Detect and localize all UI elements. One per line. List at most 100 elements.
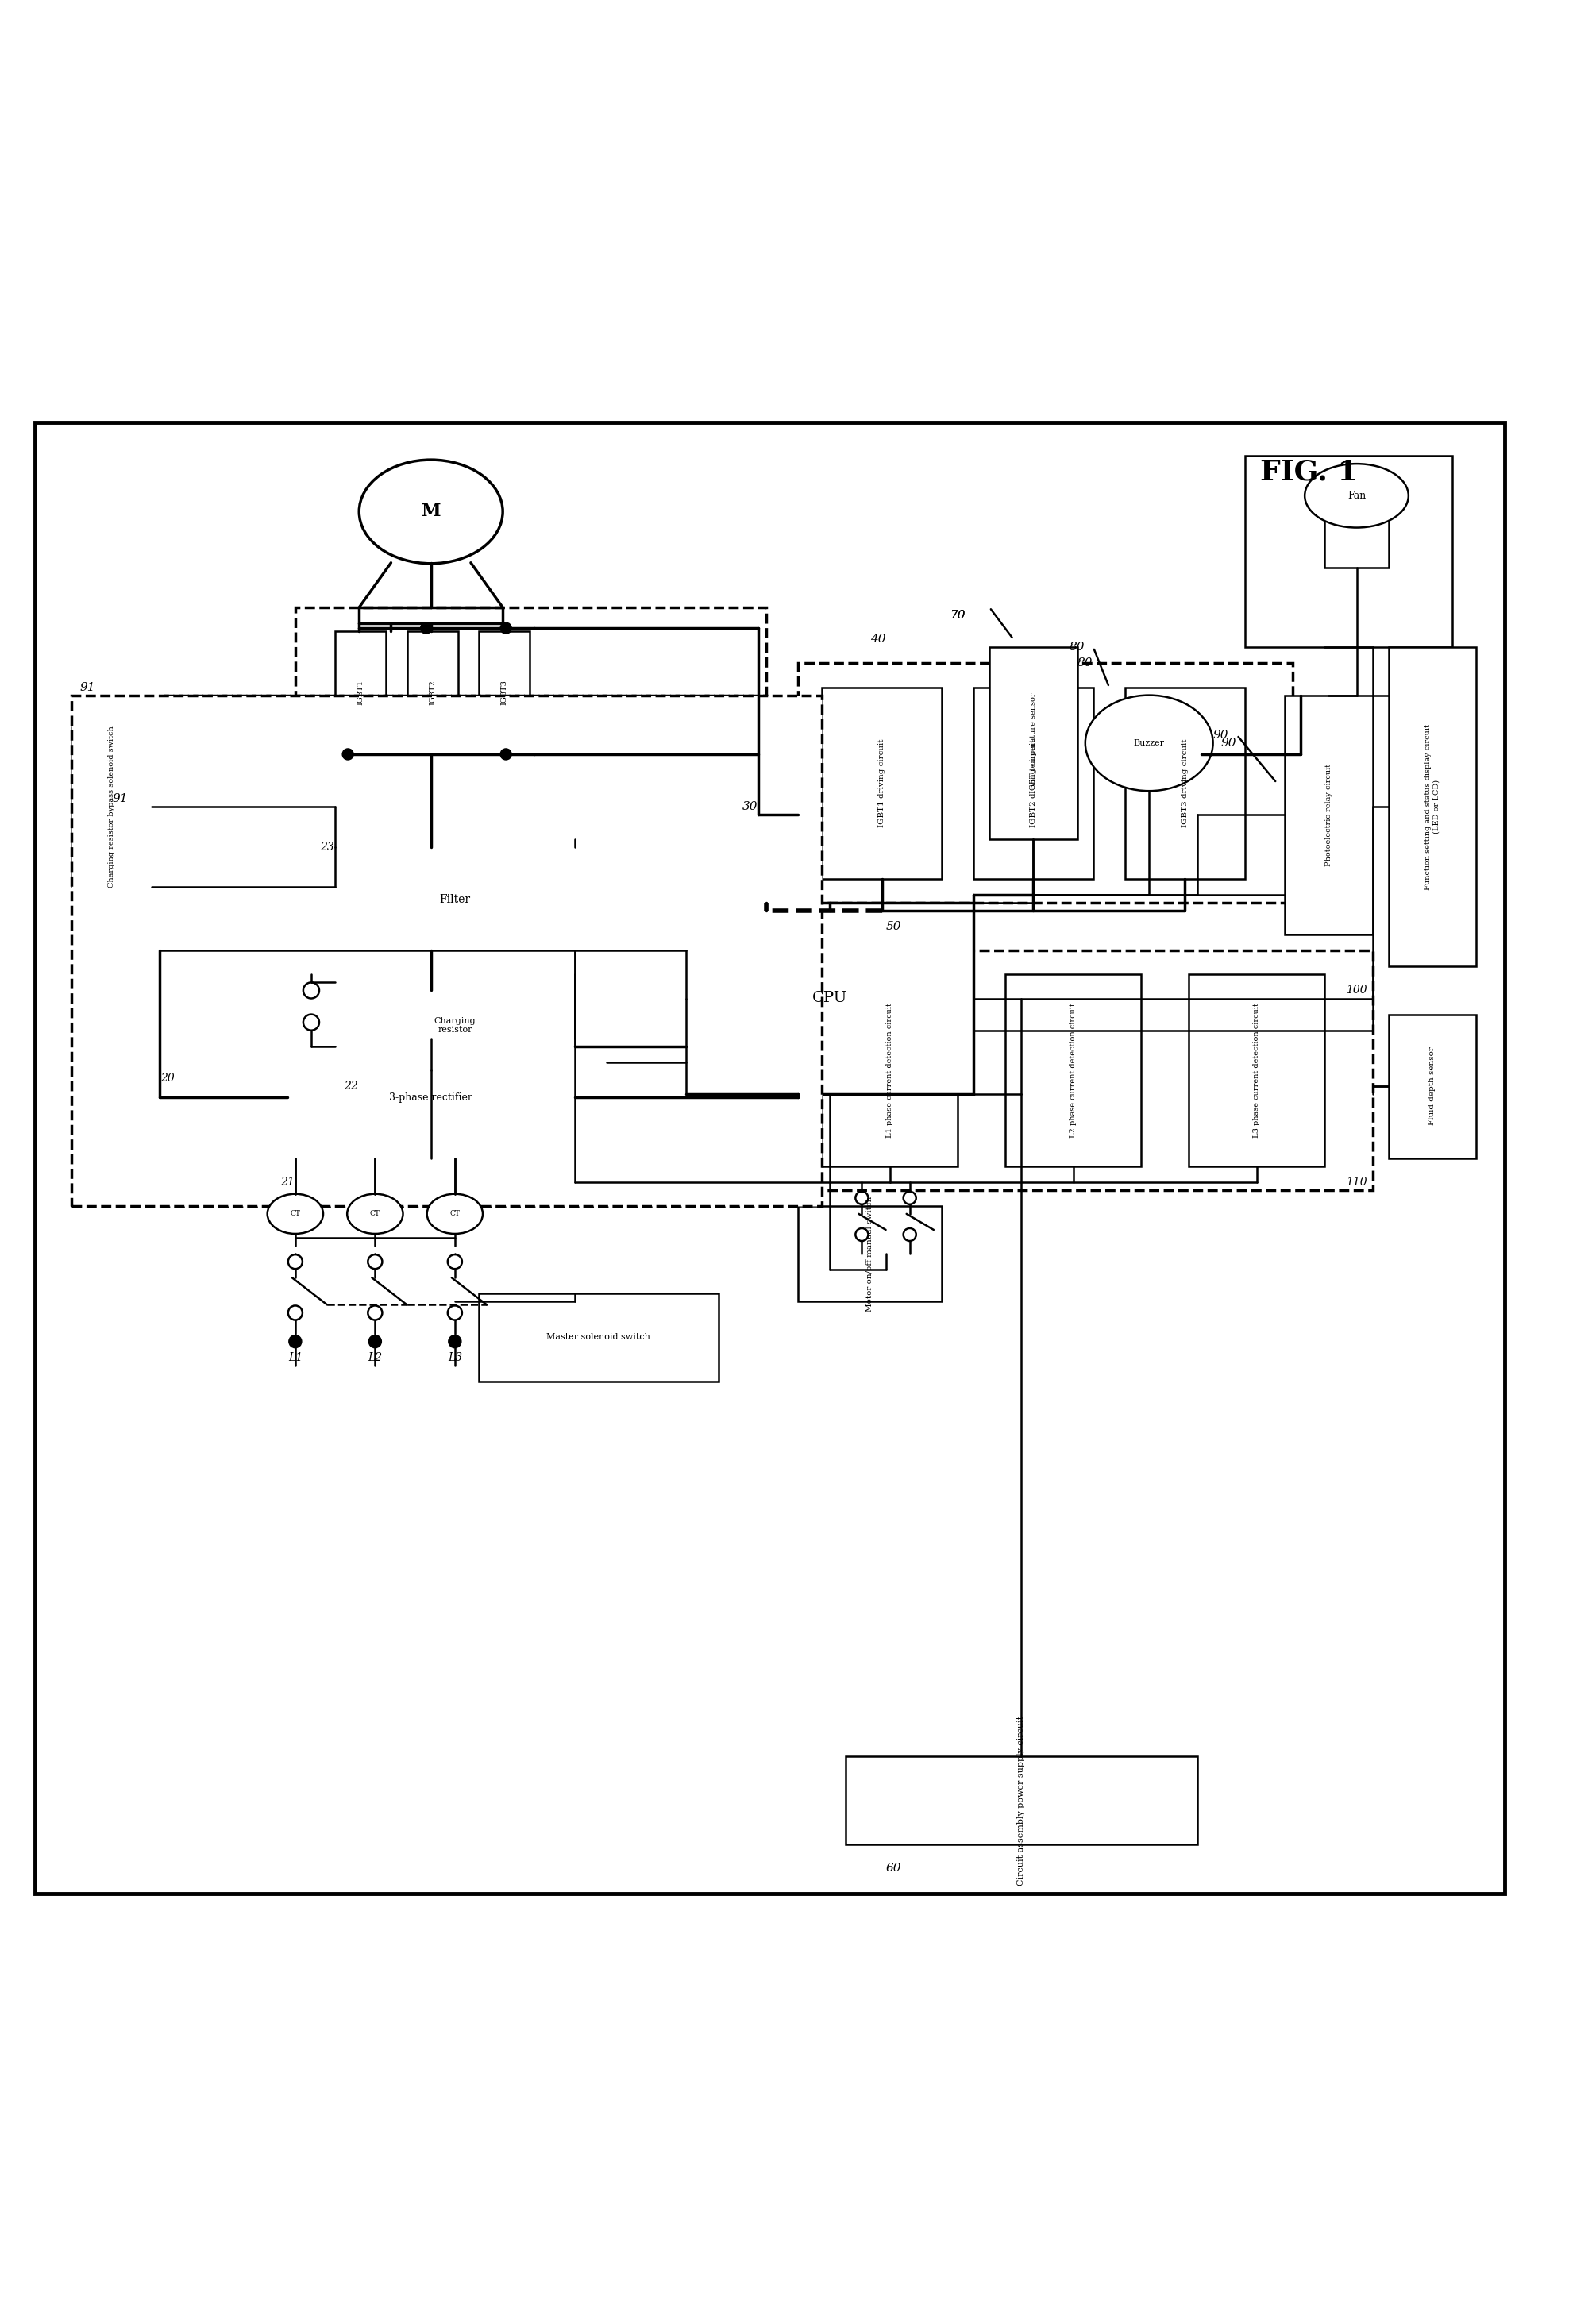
Text: L1: L1 [287, 1353, 303, 1364]
Text: 70: 70 [950, 609, 966, 621]
Text: 91: 91 [112, 794, 128, 804]
Text: Fluid depth sensor: Fluid depth sensor [1428, 1047, 1436, 1126]
Text: 91: 91 [80, 681, 96, 692]
FancyBboxPatch shape [1389, 646, 1476, 966]
Text: Buzzer: Buzzer [1133, 739, 1165, 748]
Circle shape [369, 1334, 381, 1348]
Text: IGBT2 driving circuit: IGBT2 driving circuit [1029, 739, 1037, 827]
FancyBboxPatch shape [846, 1756, 1197, 1844]
Text: Charging
resistor: Charging resistor [434, 1017, 476, 1035]
Text: L3 phase current detection circuit: L3 phase current detection circuit [1253, 1003, 1261, 1137]
Text: IGBT temperature sensor: IGBT temperature sensor [1029, 692, 1037, 794]
Text: IGBT1 driving circuit: IGBT1 driving circuit [878, 739, 886, 827]
FancyBboxPatch shape [686, 903, 974, 1093]
Text: M: M [421, 503, 440, 521]
Text: IGBT3 driving circuit: IGBT3 driving circuit [1181, 739, 1189, 827]
Text: 90: 90 [1221, 736, 1237, 748]
Text: 20: 20 [161, 1072, 174, 1084]
Text: CT: CT [450, 1211, 460, 1218]
Circle shape [501, 748, 511, 760]
FancyBboxPatch shape [1005, 975, 1141, 1165]
FancyBboxPatch shape [974, 688, 1093, 878]
Text: 80: 80 [1069, 642, 1085, 653]
FancyBboxPatch shape [287, 1038, 575, 1158]
FancyBboxPatch shape [479, 632, 530, 750]
Ellipse shape [348, 1195, 402, 1234]
Circle shape [303, 1014, 319, 1031]
Text: CPU: CPU [812, 991, 847, 1005]
Text: CT: CT [370, 1211, 380, 1218]
FancyBboxPatch shape [479, 1295, 718, 1380]
Text: L3: L3 [447, 1353, 463, 1364]
Circle shape [903, 1190, 916, 1204]
FancyBboxPatch shape [798, 950, 1373, 1190]
Circle shape [448, 1334, 461, 1348]
Ellipse shape [428, 1195, 482, 1234]
FancyBboxPatch shape [1325, 512, 1389, 567]
Text: 30: 30 [742, 801, 758, 813]
Circle shape [501, 623, 511, 635]
Text: FIG. 1: FIG. 1 [1259, 459, 1358, 486]
FancyBboxPatch shape [407, 632, 458, 750]
FancyBboxPatch shape [335, 848, 575, 950]
Text: 50: 50 [886, 922, 902, 931]
FancyBboxPatch shape [1285, 695, 1373, 936]
FancyBboxPatch shape [335, 982, 575, 1070]
FancyBboxPatch shape [160, 695, 766, 1207]
Text: L2: L2 [367, 1353, 383, 1364]
Text: 80: 80 [1077, 658, 1093, 669]
FancyBboxPatch shape [822, 975, 958, 1165]
Circle shape [447, 1255, 463, 1269]
Text: 40: 40 [870, 635, 886, 644]
Text: IGBT2: IGBT2 [429, 679, 436, 704]
Ellipse shape [267, 1195, 322, 1234]
Ellipse shape [359, 461, 503, 563]
Text: Fan: Fan [1347, 491, 1366, 500]
FancyBboxPatch shape [1389, 1014, 1476, 1158]
Text: 90: 90 [1213, 730, 1229, 741]
Text: L2 phase current detection circuit: L2 phase current detection circuit [1069, 1003, 1077, 1137]
Text: Master solenoid switch: Master solenoid switch [546, 1332, 651, 1341]
Text: Photoelectric relay circuit: Photoelectric relay circuit [1325, 764, 1333, 866]
Circle shape [447, 1306, 463, 1320]
Text: Motor on/off manual switch: Motor on/off manual switch [867, 1195, 873, 1311]
Circle shape [855, 1190, 868, 1204]
Text: 110: 110 [1345, 1177, 1368, 1188]
Text: 23: 23 [321, 841, 334, 852]
Text: CT: CT [290, 1211, 300, 1218]
Ellipse shape [1306, 463, 1409, 528]
FancyBboxPatch shape [1189, 975, 1325, 1165]
Text: 70: 70 [950, 609, 966, 621]
Text: Filter: Filter [439, 894, 471, 906]
Text: 22: 22 [345, 1082, 358, 1091]
Circle shape [855, 1227, 868, 1241]
Circle shape [903, 1227, 916, 1241]
Circle shape [342, 748, 354, 760]
Text: Circuit assembly power supply circuit: Circuit assembly power supply circuit [1018, 1716, 1025, 1885]
FancyBboxPatch shape [798, 1207, 942, 1302]
Text: Function setting and status display circuit
(LED or LCD): Function setting and status display circ… [1425, 725, 1440, 889]
FancyBboxPatch shape [1125, 688, 1245, 878]
Circle shape [303, 982, 319, 998]
FancyBboxPatch shape [990, 646, 1077, 838]
FancyBboxPatch shape [35, 422, 1505, 1894]
FancyBboxPatch shape [72, 695, 822, 1207]
FancyBboxPatch shape [295, 607, 766, 838]
Text: 100: 100 [1345, 984, 1368, 996]
Circle shape [367, 1306, 383, 1320]
Circle shape [287, 1306, 303, 1320]
Text: IGBT1: IGBT1 [358, 679, 364, 704]
FancyBboxPatch shape [798, 662, 1293, 903]
FancyBboxPatch shape [72, 727, 152, 887]
Circle shape [421, 623, 431, 635]
Ellipse shape [1085, 695, 1213, 792]
Circle shape [367, 1255, 383, 1269]
FancyBboxPatch shape [1245, 456, 1452, 646]
Text: L1 phase current detection circuit: L1 phase current detection circuit [886, 1003, 894, 1137]
Text: 21: 21 [281, 1177, 294, 1188]
Text: IGBT3: IGBT3 [501, 679, 508, 704]
Text: 60: 60 [886, 1862, 902, 1874]
Text: Charging resistor bypass solenoid switch: Charging resistor bypass solenoid switch [109, 725, 115, 887]
Circle shape [287, 1255, 303, 1269]
FancyBboxPatch shape [822, 688, 942, 878]
